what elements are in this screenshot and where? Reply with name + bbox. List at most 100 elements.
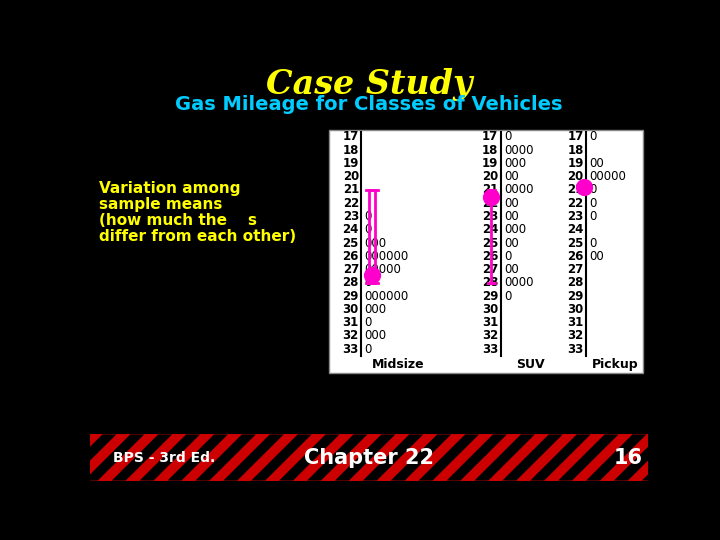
Text: 31: 31 (567, 316, 584, 329)
Text: 0: 0 (364, 343, 372, 356)
Text: 31: 31 (482, 316, 498, 329)
Text: 32: 32 (343, 329, 359, 342)
Text: 30: 30 (482, 303, 498, 316)
Text: 0: 0 (589, 210, 596, 223)
Point (366, 271, 378, 279)
Text: 0: 0 (589, 130, 596, 144)
Polygon shape (112, 434, 172, 481)
Polygon shape (391, 434, 451, 481)
Text: Gas Mileage for Classes of Vehicles: Gas Mileage for Classes of Vehicles (175, 96, 563, 114)
Polygon shape (251, 434, 312, 481)
Point (486, 192, 498, 201)
Polygon shape (558, 434, 618, 481)
Polygon shape (698, 434, 720, 481)
Text: 21: 21 (567, 184, 584, 197)
Text: 23: 23 (567, 210, 584, 223)
Text: 18: 18 (482, 144, 498, 157)
Text: 00: 00 (589, 250, 604, 263)
Text: 27: 27 (567, 263, 584, 276)
Text: 00: 00 (504, 210, 518, 223)
Text: 00: 00 (504, 170, 518, 183)
Text: 21: 21 (482, 184, 498, 197)
Text: 33: 33 (567, 343, 584, 356)
Text: 000: 000 (364, 237, 387, 249)
Text: 00: 00 (504, 263, 518, 276)
Polygon shape (503, 434, 563, 481)
Text: 29: 29 (482, 289, 498, 302)
Text: 26: 26 (343, 250, 359, 263)
Text: 18: 18 (567, 144, 584, 157)
Text: 20: 20 (482, 170, 498, 183)
Text: 0: 0 (504, 130, 511, 144)
Text: 22: 22 (343, 197, 359, 210)
Polygon shape (84, 434, 144, 481)
Text: 26: 26 (567, 250, 584, 263)
Polygon shape (335, 434, 395, 481)
Text: 26: 26 (482, 250, 498, 263)
Text: 21: 21 (343, 184, 359, 197)
Text: 0: 0 (364, 210, 372, 223)
Polygon shape (223, 434, 284, 481)
Text: sample means: sample means (99, 197, 222, 212)
Text: 0: 0 (364, 223, 372, 237)
Polygon shape (586, 434, 647, 481)
Text: differ from each other): differ from each other) (99, 229, 297, 244)
Text: Chapter 22: Chapter 22 (304, 448, 434, 468)
Text: 30: 30 (567, 303, 584, 316)
Text: 22: 22 (482, 197, 498, 210)
Bar (90, 434, 648, 481)
Polygon shape (28, 434, 89, 481)
Text: Midsize: Midsize (372, 358, 425, 371)
Text: 29: 29 (567, 289, 584, 302)
Text: 20: 20 (343, 170, 359, 183)
Text: 32: 32 (482, 329, 498, 342)
Text: 19: 19 (343, 157, 359, 170)
Text: 0: 0 (589, 237, 596, 249)
Text: Case Study: Case Study (266, 68, 472, 100)
Text: 0000: 0000 (504, 144, 534, 157)
Polygon shape (363, 434, 423, 481)
Text: 000000: 000000 (364, 250, 409, 263)
Text: Variation among: Variation among (99, 180, 240, 195)
Polygon shape (279, 434, 340, 481)
Text: 29: 29 (343, 289, 359, 302)
Text: 19: 19 (567, 157, 584, 170)
Polygon shape (307, 434, 367, 481)
Point (579, 183, 590, 192)
Text: 24: 24 (482, 223, 498, 237)
Text: 17: 17 (482, 130, 498, 144)
Text: 31: 31 (343, 316, 359, 329)
Text: 20: 20 (567, 170, 584, 183)
Text: 27: 27 (343, 263, 359, 276)
Polygon shape (642, 434, 702, 481)
Text: 19: 19 (482, 157, 498, 170)
Bar (329, 130, 642, 373)
Text: 25: 25 (482, 237, 498, 249)
Text: 23: 23 (343, 210, 359, 223)
Text: 17: 17 (343, 130, 359, 144)
Text: 000: 000 (364, 303, 387, 316)
Text: 0: 0 (504, 250, 511, 263)
Text: 000: 000 (364, 329, 387, 342)
Text: 0: 0 (364, 316, 372, 329)
Text: 28: 28 (567, 276, 584, 289)
Text: 30: 30 (343, 303, 359, 316)
Text: 000: 000 (504, 223, 526, 237)
Text: 22: 22 (567, 197, 584, 210)
Text: 0: 0 (364, 276, 372, 289)
Text: 0: 0 (589, 184, 596, 197)
Polygon shape (474, 434, 535, 481)
Polygon shape (418, 434, 479, 481)
Text: SUV: SUV (516, 358, 544, 371)
Text: 23: 23 (482, 210, 498, 223)
Text: 0: 0 (589, 197, 596, 210)
Text: 28: 28 (343, 276, 359, 289)
Text: 33: 33 (343, 343, 359, 356)
Text: 00: 00 (589, 157, 604, 170)
Text: 00000: 00000 (364, 263, 401, 276)
Polygon shape (168, 434, 228, 481)
Text: 0000: 0000 (504, 276, 534, 289)
Text: 000000: 000000 (364, 289, 409, 302)
Text: 24: 24 (343, 223, 359, 237)
Text: 16: 16 (614, 448, 643, 468)
